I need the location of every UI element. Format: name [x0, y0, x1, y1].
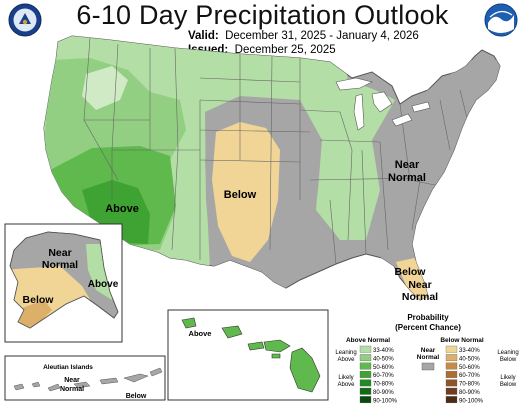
label-conus-near-2: Normal [388, 172, 426, 184]
label-conus-below: Below [224, 189, 257, 201]
legend-below-swatch-6 [445, 396, 458, 404]
label-conus-near-1: Near [395, 159, 420, 171]
legend-above-range-5: 80-90% [373, 390, 394, 396]
legend-below-range-1: 40-50% [459, 356, 480, 362]
legend-below-range-2: 50-60% [459, 365, 480, 371]
page-title: 6-10 Day Precipitation Outlook [76, 0, 449, 30]
legend-above-swatch-3 [359, 371, 372, 378]
label-aleutian-title: Aleutian Islands [43, 364, 93, 371]
legend-likely-above-2: Above [337, 382, 355, 388]
legend-below-swatch-4 [445, 379, 458, 387]
legend-below-swatch-1 [445, 354, 458, 362]
legend-above-rows: 33-40% 40-50% 50-60% 60-70% 70-80% 80-90% 90-1… [359, 345, 398, 404]
hawaii-islands [181, 317, 321, 393]
legend-below-header: Below Normal [440, 337, 484, 344]
label-florida-below: Below [395, 266, 427, 278]
issued-value: December 25, 2025 [234, 44, 336, 56]
legend-below-range-6: 90-100% [459, 398, 484, 404]
legend-likely-above-1: Likely [338, 375, 353, 381]
legend-leaning-above-1: Leaning [335, 350, 356, 356]
label-alaska-below: Below [23, 294, 55, 306]
legend-above-range-1: 40-50% [373, 356, 394, 362]
label-aleutian-below: Below [126, 393, 147, 400]
legend: Probability (Percent Chance) Above Norma… [335, 313, 518, 404]
label-alaska-near-2: Normal [42, 259, 78, 271]
label-aleutian-near-2: Normal [60, 386, 84, 393]
valid-value: December 31, 2025 - January 4, 2026 [225, 30, 419, 42]
label-hawaii-above: Above [189, 329, 212, 338]
legend-above-swatch-1 [359, 354, 372, 362]
legend-above-swatch-0 [359, 345, 372, 353]
region-below-33-40-florida [396, 258, 430, 300]
label-alaska-above: Above [88, 279, 119, 290]
legend-likely-below-1: Likely [500, 375, 515, 381]
legend-above-swatch-5 [359, 387, 372, 395]
label-alaska-near-1: Near [48, 247, 71, 259]
legend-above-swatch-6 [359, 396, 372, 404]
legend-likely-below-2: Below [500, 382, 517, 388]
legend-leaning-below-2: Below [500, 357, 517, 363]
legend-leaning-below-1: Leaning [497, 350, 518, 356]
legend-above-range-6: 90-100% [373, 398, 398, 404]
legend-near-2: Normal [417, 354, 440, 361]
valid-dates: Valid: December 31, 2025 - January 4, 20… [188, 30, 419, 42]
great-lakes [335, 77, 431, 131]
alaska-below-40-50 [18, 300, 52, 328]
region-above-33-40-east [300, 80, 395, 240]
legend-title-2: (Percent Chance) [395, 323, 461, 332]
legend-below-swatch-3 [445, 371, 458, 378]
legend-below-range-0: 33-40% [459, 348, 480, 354]
aleutian-islands [13, 367, 163, 392]
legend-below-swatch-0 [445, 345, 458, 353]
legend-near-swatch [421, 362, 435, 371]
legend-below-swatch-5 [445, 387, 458, 395]
legend-title-1: Probability [407, 313, 449, 322]
legend-above-range-4: 70-80% [373, 382, 394, 388]
region-above-33-40-pocket [82, 66, 128, 110]
legend-above-header: Above Normal [346, 337, 390, 344]
region-below-33-40-plains [212, 122, 280, 262]
legend-above-swatch-4 [359, 379, 372, 387]
legend-near-1: Near [421, 347, 436, 354]
label-florida-near-2: Normal [402, 291, 438, 303]
legend-below-rows: 33-40% 40-50% 50-60% 60-70% 70-80% 80-90% 90-1… [445, 345, 484, 404]
legend-above-range-3: 60-70% [373, 373, 394, 379]
legend-leaning-above-2: Above [337, 357, 355, 363]
valid-label: Valid: [188, 30, 219, 42]
commerce-seal-icon [8, 3, 42, 37]
noaa-logo-icon [484, 3, 518, 37]
legend-above-range-2: 50-60% [373, 365, 394, 371]
legend-above-swatch-2 [359, 362, 372, 370]
legend-below-swatch-2 [445, 362, 458, 370]
label-florida-near-1: Near [408, 279, 431, 291]
state-borders [83, 37, 471, 265]
legend-below-range-4: 70-80% [459, 382, 480, 388]
legend-below-range-3: 60-70% [459, 373, 480, 379]
label-aleutian-near-1: Near [64, 377, 80, 384]
legend-below-range-5: 80-90% [459, 390, 480, 396]
label-conus-above: Above [105, 203, 139, 215]
legend-above-range-0: 33-40% [373, 348, 394, 354]
